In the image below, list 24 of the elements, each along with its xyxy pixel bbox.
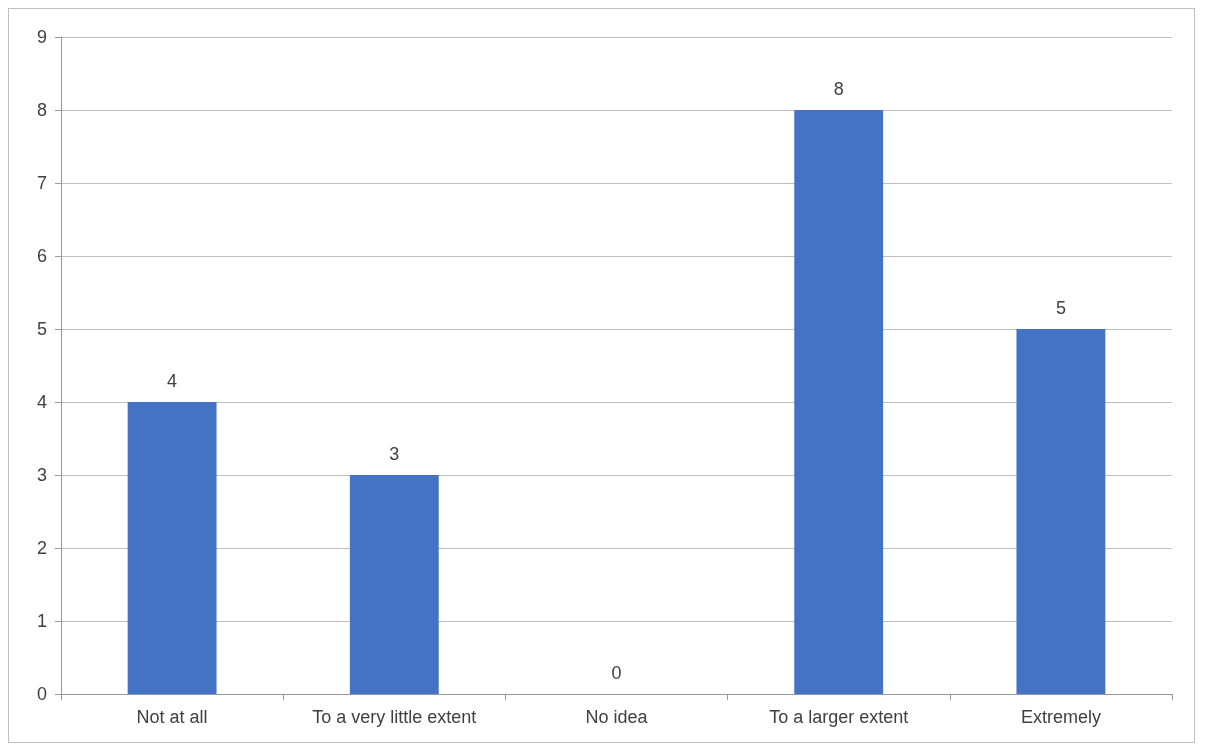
- x-tick-label: To a very little extent: [312, 707, 477, 727]
- bar: [349, 475, 439, 694]
- data-label: 4: [167, 371, 178, 391]
- y-tick-label: 5: [36, 319, 47, 339]
- y-tick-label: 3: [36, 465, 47, 485]
- x-tick-label: To a larger extent: [769, 707, 909, 727]
- x-tick-label: Extremely: [1020, 707, 1101, 727]
- y-tick-label: 8: [36, 100, 47, 120]
- data-label: 3: [389, 444, 400, 464]
- y-tick-label: 7: [36, 173, 47, 193]
- data-label: 5: [1055, 298, 1066, 318]
- y-tick-label: 6: [36, 246, 47, 266]
- bar: [127, 402, 217, 694]
- y-tick-label: 0: [36, 684, 47, 704]
- y-tick-label: 4: [36, 392, 47, 412]
- x-tick-label: Not at all: [136, 707, 208, 727]
- y-tick-label: 2: [36, 538, 47, 558]
- data-label: 8: [833, 79, 844, 99]
- data-label: 0: [611, 663, 622, 683]
- bar: [1016, 329, 1106, 694]
- y-tick-label: 9: [36, 27, 47, 47]
- y-tick-label: 1: [36, 611, 47, 631]
- bar: [794, 110, 884, 694]
- x-tick-label: No idea: [585, 707, 649, 727]
